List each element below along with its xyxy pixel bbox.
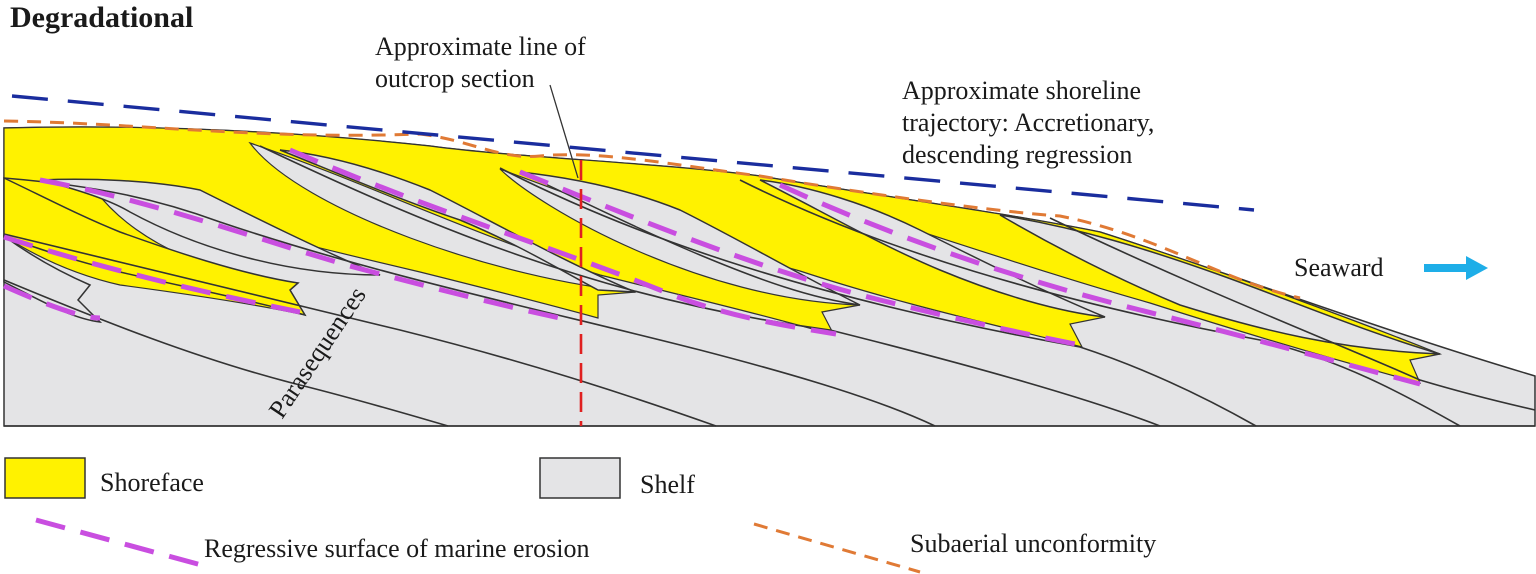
trajectory-label-line-3: descending regression — [902, 140, 1132, 169]
parasequence-boundary-6 — [739, 179, 1461, 427]
outcrop-leader-line — [549, 84, 579, 179]
rsme-line-1 — [2, 283, 101, 321]
legend-shelf-label: Shelf — [640, 470, 695, 499]
legend-shoreface-swatch — [4, 457, 86, 499]
legend-rsme-swatch — [35, 517, 206, 569]
rsme-line-5 — [519, 169, 1081, 348]
parasequence-boundary-7 — [1049, 217, 1536, 411]
legend-shoreface-label: Shoreface — [100, 468, 204, 497]
trajectory-label-line-1: Approximate shoreline — [902, 76, 1141, 105]
rsme-line-3 — [39, 177, 561, 321]
trajectory-label-line-2: trajectory: Accretionary, — [902, 108, 1154, 137]
parasequence-boundary-5 — [499, 167, 1257, 427]
parasequence-boundary-1 — [3, 279, 449, 427]
shelf-tongue-1 — [3, 234, 103, 324]
rsme-line-2 — [3, 234, 301, 315]
subaerial-unconformity-line — [3, 119, 1301, 300]
diagram-title: Degradational — [10, 1, 193, 34]
legend-subaerial-swatch — [753, 522, 921, 574]
outcrop-label-line-2: outcrop section — [375, 64, 535, 93]
parasequence-boundary-2 — [3, 233, 717, 427]
rsme-line-4 — [289, 147, 837, 337]
shelf-tongue-4 — [279, 149, 636, 293]
legend-subaerial-label: Subaerial unconformity — [910, 529, 1156, 558]
shoreline-trajectory-line — [11, 94, 1255, 212]
legend-rsme-label: Regressive surface of marine erosion — [204, 534, 590, 563]
seaward-label: Seaward — [1294, 253, 1384, 282]
right-arrow-icon — [1424, 256, 1488, 280]
shelf-tongue-5 — [519, 171, 861, 306]
parasequence-boundary-3 — [3, 177, 936, 427]
rsme-line-6 — [778, 182, 1421, 387]
shelf-tongue-7 — [999, 214, 1441, 355]
shelf-tongue-3 — [39, 178, 381, 276]
legend-shelf-swatch — [539, 457, 621, 499]
outcrop-label-line-1: Approximate line of — [375, 32, 586, 61]
